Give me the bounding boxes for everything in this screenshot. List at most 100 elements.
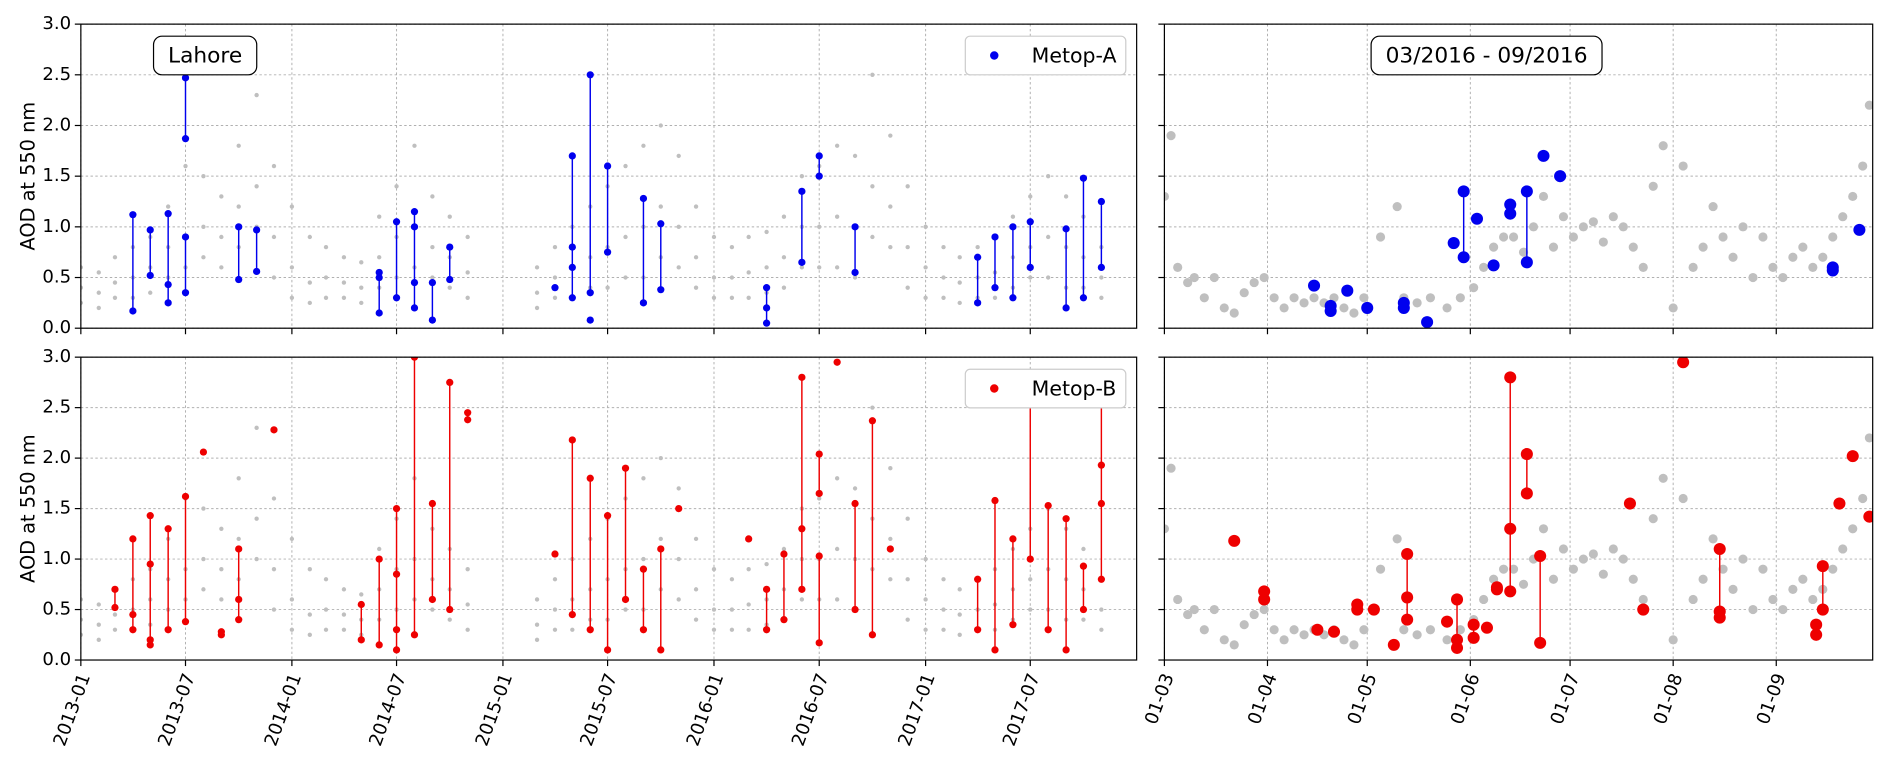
point: [1816, 560, 1829, 573]
point: [375, 641, 383, 649]
series-line: [1331, 191, 1860, 311]
y-tick-label: 3.0: [42, 346, 71, 367]
point: [817, 265, 822, 270]
point: [941, 275, 946, 280]
point: [1816, 603, 1829, 616]
point: [164, 626, 172, 634]
point: [1628, 574, 1638, 584]
point: [693, 617, 699, 622]
point: [1367, 603, 1380, 616]
point: [729, 295, 735, 300]
point: [957, 632, 962, 637]
x-tick-label: 2017-01: [894, 671, 940, 749]
point: [641, 476, 646, 481]
point: [1768, 262, 1778, 272]
x-tick-label: 01-05: [1344, 671, 1382, 728]
axes-frame: [1163, 23, 1874, 329]
point: [923, 597, 928, 602]
point: [129, 535, 137, 543]
point: [1327, 625, 1341, 638]
point: [1425, 293, 1436, 303]
point: [1009, 621, 1017, 629]
x-tick-label: 01-08: [1650, 671, 1688, 728]
point: [112, 280, 118, 285]
point: [1028, 607, 1033, 612]
point: [253, 267, 261, 276]
point: [781, 546, 787, 552]
point: [905, 244, 910, 250]
point: [1289, 293, 1299, 303]
point: [410, 631, 419, 639]
point: [1810, 628, 1823, 641]
point: [289, 204, 295, 209]
point: [957, 300, 962, 306]
point: [1698, 242, 1708, 252]
point: [711, 566, 717, 572]
point: [834, 476, 840, 481]
point: [377, 546, 382, 552]
point: [1853, 223, 1866, 236]
point: [375, 309, 383, 317]
point: [568, 263, 576, 272]
point: [148, 290, 153, 295]
x-tick-label: 01-07: [1547, 671, 1585, 728]
point: [799, 173, 805, 179]
point: [781, 285, 787, 290]
point: [96, 637, 101, 643]
point: [568, 243, 576, 251]
point: [923, 224, 928, 230]
point: [235, 545, 243, 553]
point: [799, 265, 805, 270]
point: [657, 286, 665, 294]
point: [1063, 194, 1069, 199]
point: [1838, 544, 1848, 554]
point: [1299, 298, 1309, 308]
point: [1349, 308, 1359, 318]
point: [146, 641, 154, 649]
point: [1778, 604, 1788, 615]
point: [711, 627, 717, 632]
point: [394, 184, 399, 189]
point: [1558, 544, 1569, 554]
point: [307, 300, 312, 306]
point: [1798, 574, 1808, 584]
point: [341, 612, 347, 617]
point: [1450, 593, 1464, 606]
point: [430, 607, 435, 612]
point: [1457, 251, 1470, 264]
point: [1658, 473, 1668, 483]
point: [1199, 625, 1209, 635]
point: [586, 626, 594, 634]
annotation: Lahore: [168, 44, 242, 69]
point: [711, 275, 717, 280]
point: [834, 214, 840, 219]
point: [923, 556, 928, 562]
point: [762, 319, 771, 327]
point: [764, 265, 769, 270]
y-tick-label: 2.0: [42, 447, 71, 468]
point: [676, 224, 681, 230]
point: [201, 587, 206, 592]
point: [1164, 191, 1169, 202]
point: [341, 627, 347, 632]
point: [1079, 294, 1088, 302]
point: [534, 622, 540, 627]
point: [1718, 232, 1728, 242]
point: [111, 603, 119, 612]
point: [1447, 237, 1460, 250]
y-tick-label: 1.5: [42, 498, 71, 519]
point: [834, 597, 840, 602]
point: [991, 233, 999, 241]
point: [676, 486, 681, 491]
point: [1249, 278, 1259, 288]
point: [639, 565, 648, 573]
point: [447, 214, 452, 219]
point: [693, 536, 699, 542]
point: [1748, 272, 1758, 283]
point: [780, 616, 788, 624]
point: [1678, 493, 1688, 504]
point: [254, 92, 259, 98]
point: [852, 153, 858, 159]
point: [236, 476, 241, 481]
point: [941, 627, 946, 632]
